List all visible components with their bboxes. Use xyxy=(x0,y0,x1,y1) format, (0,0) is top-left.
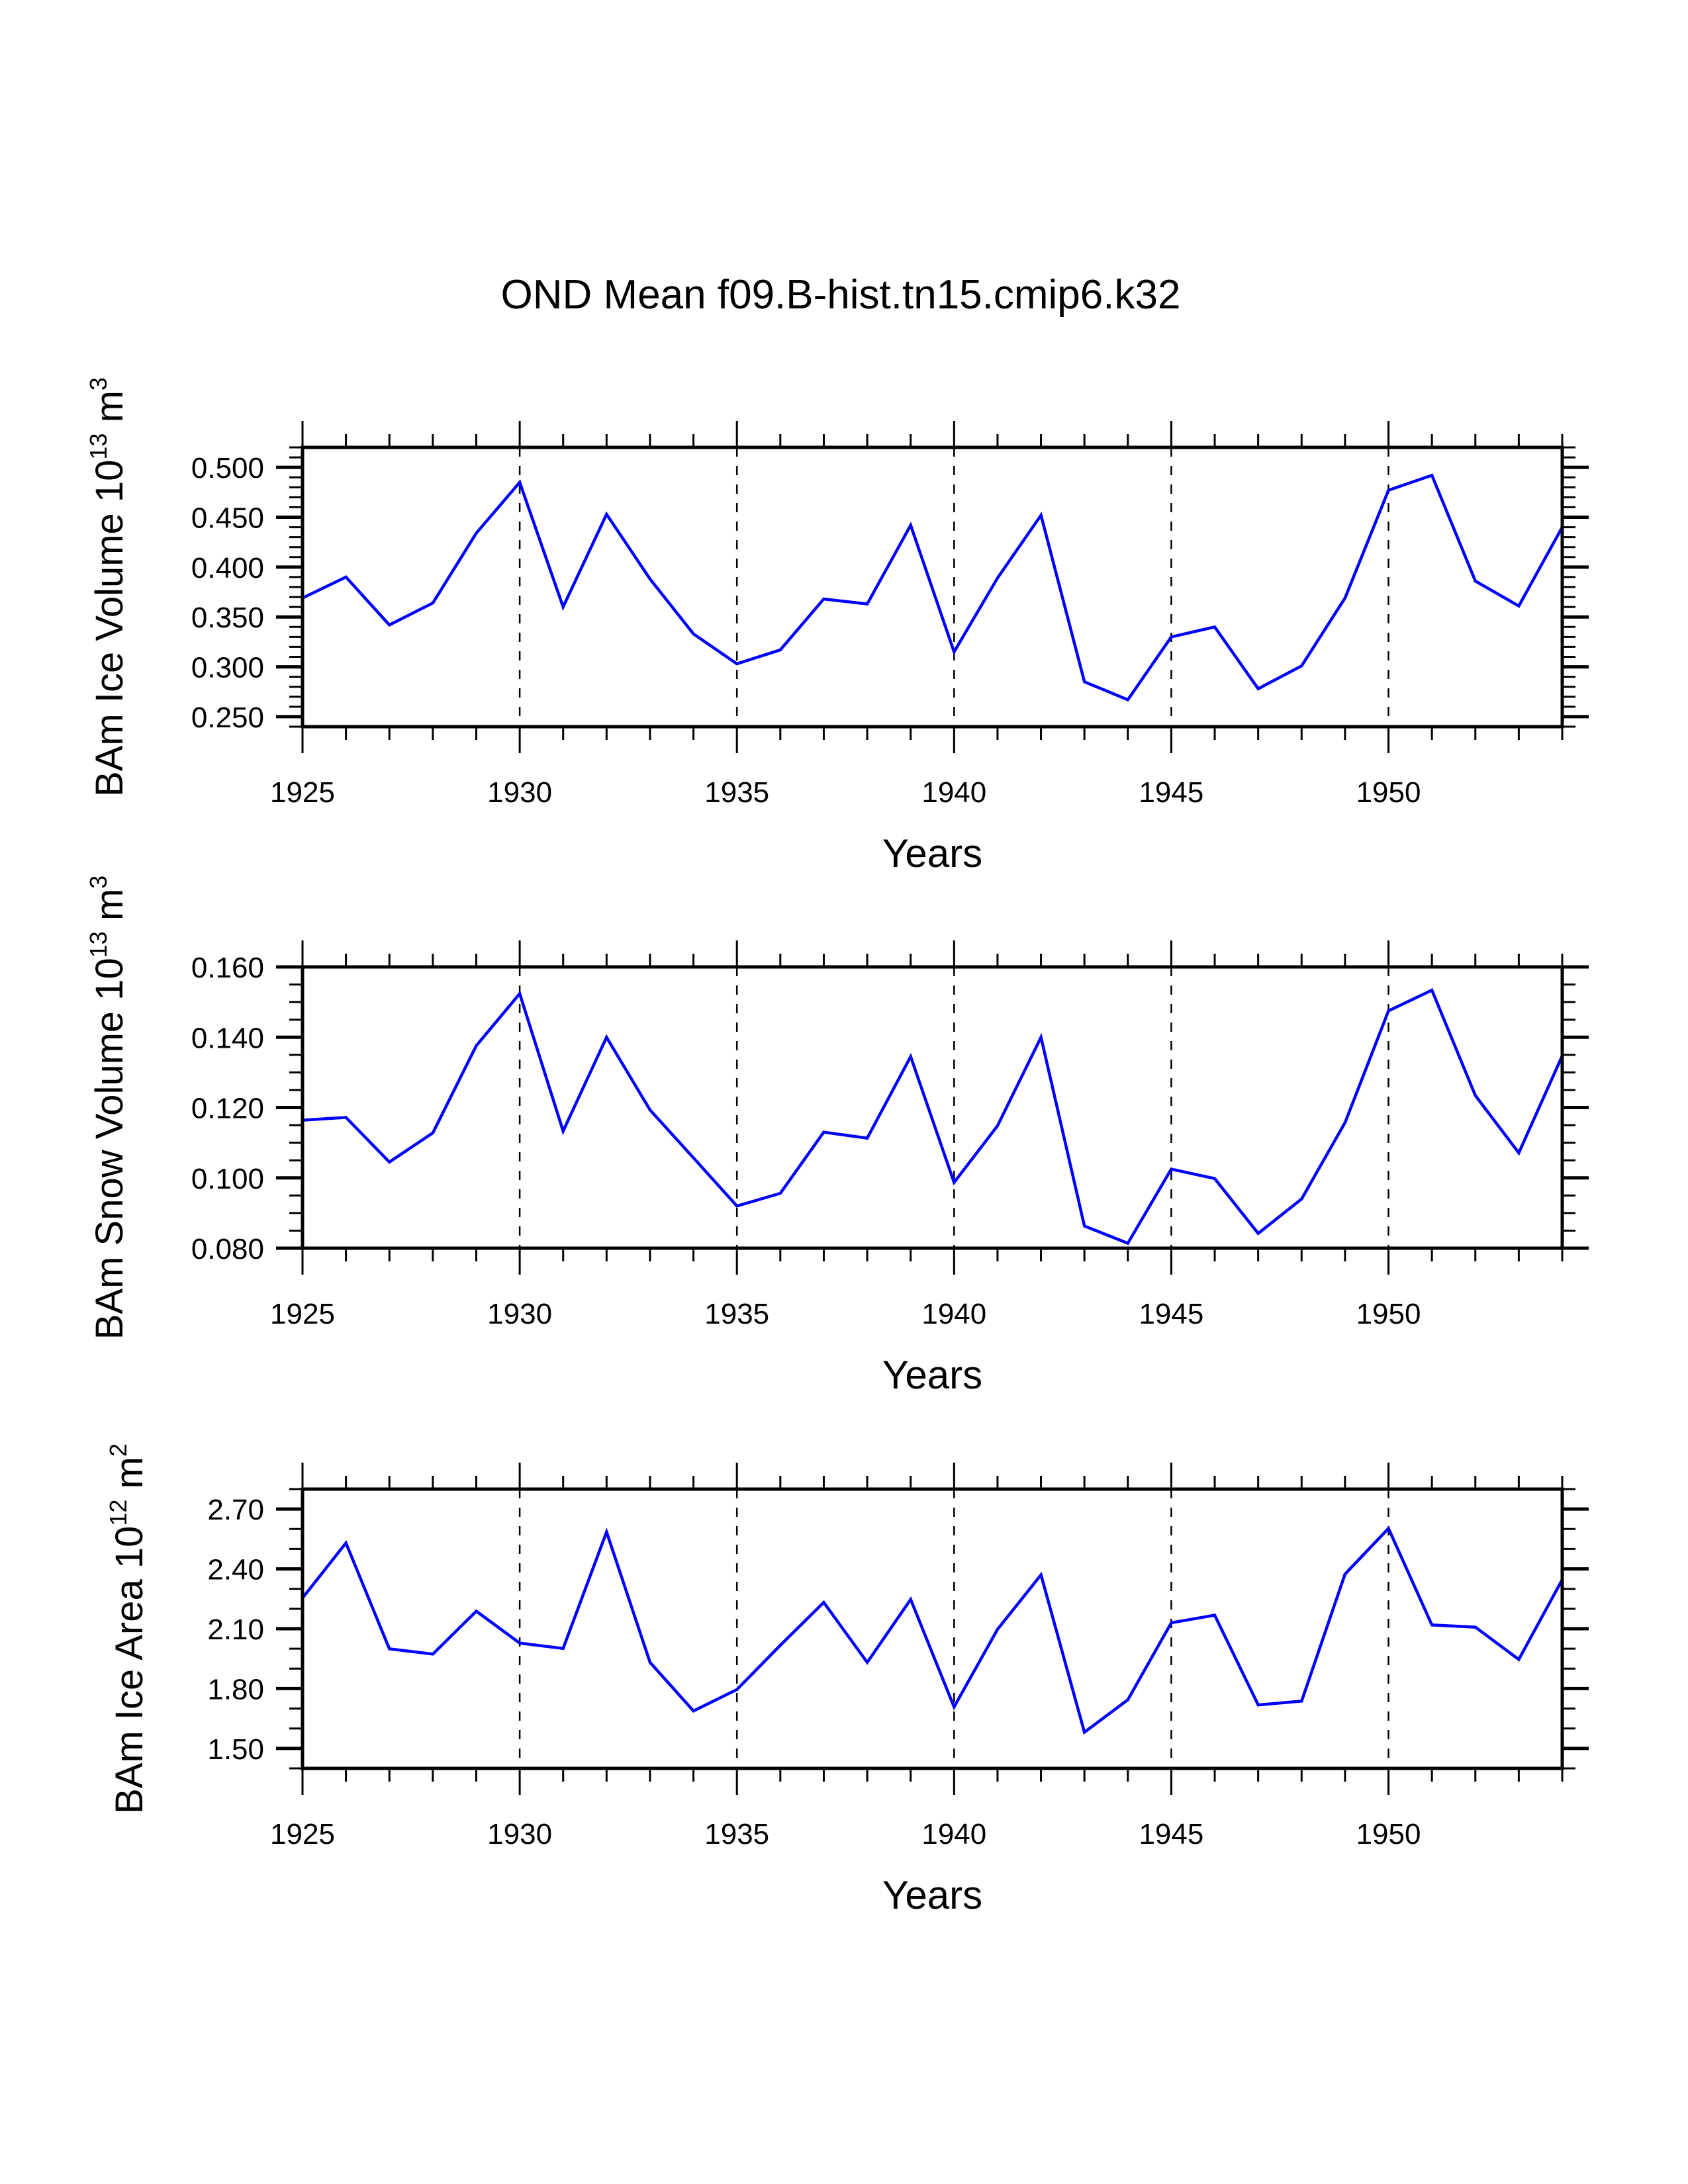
series-line xyxy=(302,473,1564,702)
y-axis-label: BAm Snow Volume 1013 m3 xyxy=(85,876,131,1340)
y-tick-label: 2.40 xyxy=(207,1554,264,1586)
y-axis-label-text: BAm Snow Volume 10 xyxy=(88,958,131,1340)
y-axis-label-text: BAm Ice Volume 10 xyxy=(88,460,131,797)
x-tick-label: 1950 xyxy=(1356,1298,1421,1330)
plot-frame xyxy=(301,1487,1564,1770)
x-tick-label: 1950 xyxy=(1356,776,1421,809)
y-axis-label-exponent: 13 xyxy=(85,433,112,460)
x-tick-label: 1925 xyxy=(270,1818,335,1850)
x-tick-label: 1930 xyxy=(487,776,552,809)
y-tick-label: 0.120 xyxy=(191,1093,264,1125)
y-tick-label: 0.450 xyxy=(191,502,264,535)
series-line xyxy=(302,988,1564,1246)
y-tick-label: 1.50 xyxy=(207,1733,264,1766)
x-tick-label: 1945 xyxy=(1139,1298,1203,1330)
x-tick-label: 1940 xyxy=(921,776,986,809)
y-axis-label-unit-power: 2 xyxy=(105,1443,132,1457)
panels: 0.250 0.300 0.350 0.400 0.450 0.500 1925 1930 19… xyxy=(85,377,1589,1917)
y-tick-label: 1.80 xyxy=(207,1673,264,1706)
x-tick-label: 1940 xyxy=(921,1298,986,1330)
y-axis-label-exponent: 13 xyxy=(85,931,112,958)
y-tick-label: 0.140 xyxy=(191,1022,264,1054)
chart-title: OND Mean f09.B-hist.tn15.cmip6.k32 xyxy=(501,272,1181,318)
y-tick-label: 2.70 xyxy=(207,1494,264,1526)
x-tick-label: 1925 xyxy=(270,1298,335,1330)
panel-1: 0.250 0.300 0.350 0.400 0.450 0.500 1925 1930 19… xyxy=(85,377,1589,876)
y-tick-label: 0.400 xyxy=(191,552,264,584)
y-tick-label: 0.350 xyxy=(191,602,264,634)
y-tick-label: 0.250 xyxy=(191,702,264,734)
y-tick-label: 0.500 xyxy=(191,452,264,484)
y-axis-label-unit-power: 3 xyxy=(85,377,112,390)
x-axis-label: Years xyxy=(882,1873,982,1917)
y-tick-label: 2.10 xyxy=(207,1614,264,1646)
panel-2: 0.080 0.100 0.120 0.140 0.160 1925 1930 1935 194… xyxy=(85,876,1589,1397)
x-tick-label: 1925 xyxy=(270,776,335,809)
y-axis-label-text: BAm Ice Area 10 xyxy=(108,1526,151,1814)
x-tick-label: 1940 xyxy=(921,1818,986,1850)
x-tick-label: 1945 xyxy=(1139,1818,1203,1850)
panel-3: 1.50 1.80 2.10 2.40 2.70 1925 1930 1935 1940 1945… xyxy=(105,1443,1589,1917)
x-tick-label: 1930 xyxy=(487,1818,552,1850)
y-axis-label-unit-power: 3 xyxy=(85,876,112,889)
x-tick-label: 1930 xyxy=(487,1298,552,1330)
x-tick-label: 1935 xyxy=(704,1818,769,1850)
plot-frame xyxy=(301,965,1564,1250)
y-axis-label: BAm Ice Area 1012 m2 xyxy=(105,1443,151,1814)
y-axis-label: BAm Ice Volume 1013 m3 xyxy=(85,377,131,797)
y-axis-label-exponent: 12 xyxy=(105,1500,132,1526)
x-axis-label: Years xyxy=(882,831,982,876)
y-tick-label: 0.100 xyxy=(191,1163,264,1195)
y-axis-label-unit: m xyxy=(88,889,131,931)
x-tick-label: 1935 xyxy=(704,1298,769,1330)
series-line xyxy=(301,1525,1564,1735)
x-axis-label: Years xyxy=(882,1353,982,1397)
plot-frame xyxy=(301,445,1564,729)
y-axis-label-unit: m xyxy=(108,1457,151,1499)
y-tick-label: 0.080 xyxy=(191,1233,264,1265)
x-tick-label: 1935 xyxy=(704,776,769,809)
x-tick-label: 1950 xyxy=(1356,1818,1421,1850)
y-tick-label: 0.160 xyxy=(191,952,264,984)
y-tick-label: 0.300 xyxy=(191,652,264,684)
y-axis-label-unit: m xyxy=(88,390,131,433)
x-tick-label: 1945 xyxy=(1139,776,1203,809)
